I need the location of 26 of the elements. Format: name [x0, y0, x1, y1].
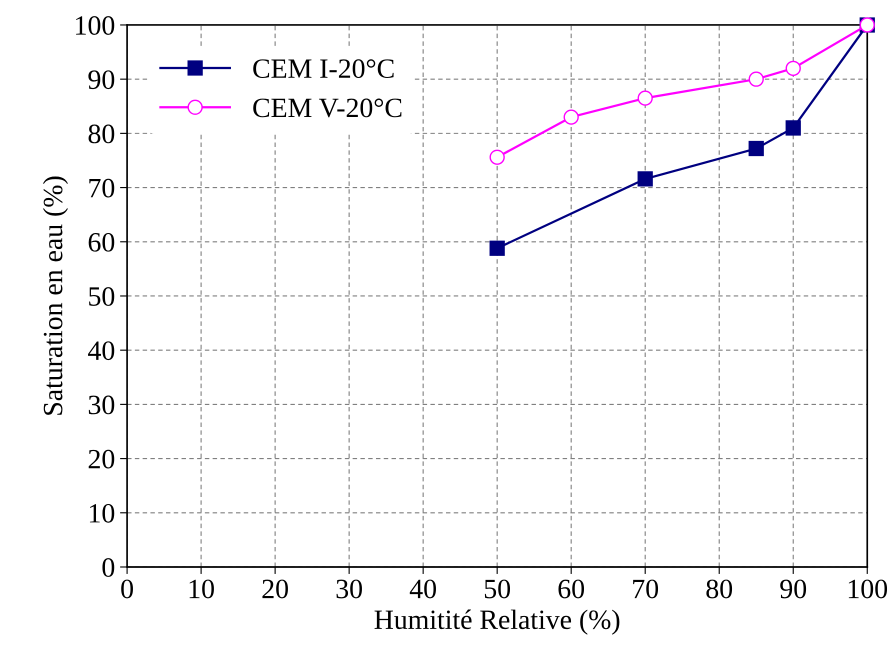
- x-tick-label: 40: [410, 580, 436, 598]
- x-tick-label: 20: [262, 580, 288, 598]
- x-tick-label: 30: [336, 580, 362, 598]
- y-tick-label: 90: [88, 70, 114, 90]
- y-tick-label: 50: [89, 287, 114, 306]
- y-tick-label: 30: [88, 396, 114, 414]
- x-tick-label: 90: [780, 580, 806, 598]
- legend-label: CEM I-20°C: [253, 59, 394, 78]
- y-tick-label: 40: [88, 341, 114, 360]
- x-tick-label: 70: [633, 580, 658, 598]
- x-tick-label: 100: [848, 580, 888, 598]
- y-tick-label: 80: [88, 124, 114, 144]
- y-axis-title: Saturation en eau (%): [42, 176, 68, 415]
- y-tick-label: 20: [88, 450, 114, 468]
- y-tick-label: 60: [88, 232, 114, 252]
- x-tick-label: 10: [190, 580, 214, 598]
- y-tick-label: 70: [89, 178, 114, 198]
- y-tick-label: 0: [102, 558, 114, 577]
- x-axis-title: Humitité Relative (%): [374, 610, 620, 635]
- legend-label: CEM V-20°C: [253, 98, 402, 118]
- x-tick-label: 0: [121, 580, 133, 598]
- y-tick-label: 100: [76, 16, 114, 35]
- x-tick-label: 80: [706, 580, 732, 598]
- x-tick-label: 50: [484, 580, 510, 598]
- y-tick-label: 10: [90, 504, 114, 523]
- x-tick-label: 60: [558, 580, 584, 598]
